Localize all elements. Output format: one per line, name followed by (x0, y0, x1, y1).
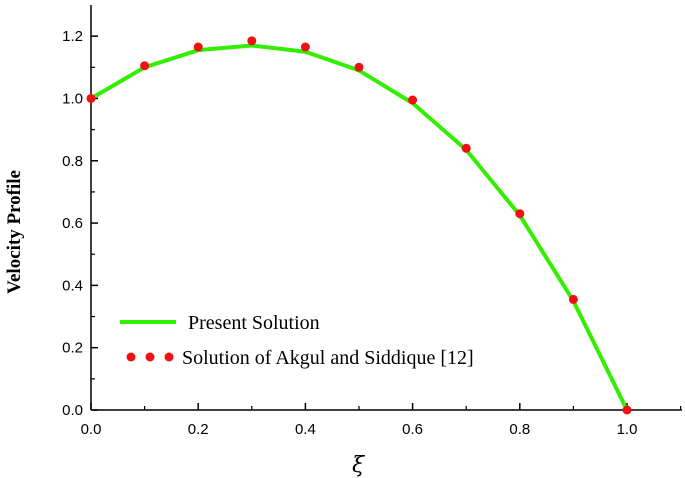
legend-akgul-siddique-label: Solution of Akgul and Siddique [12] (182, 347, 474, 369)
data-point (140, 61, 150, 71)
data-point (247, 36, 257, 46)
data-point (86, 93, 96, 103)
data-point (515, 209, 525, 219)
y-tick-label: 0.6 (62, 215, 83, 232)
data-point (300, 42, 310, 52)
data-point (193, 42, 203, 52)
x-tick-label: 0.6 (402, 421, 423, 438)
y-axis-title: Velocity Profile (4, 170, 25, 294)
x-tick-label: 1.0 (617, 421, 638, 438)
x-tick-label: 0.2 (188, 421, 209, 438)
data-point (461, 143, 471, 153)
x-tick-label: 0.8 (509, 421, 530, 438)
x-axis-title: ξ (352, 453, 366, 478)
legend-marker-dot (126, 352, 136, 362)
x-tick-label: 0.0 (81, 421, 102, 438)
legend-marker-dot (164, 352, 174, 362)
legend-present-solution-label: Present Solution (188, 312, 320, 334)
plot-area: 0.0 0.2 0.4 0.6 0.8 1.0 1.2 0.0 0.2 0.4 0.6 0.8 1.0 (62, 5, 682, 438)
y-ticks: 0.0 0.2 0.4 0.6 0.8 1.0 1.2 (62, 28, 98, 419)
data-point (354, 62, 364, 72)
legend: Present Solution Solution of Akgul and S… (120, 312, 474, 369)
x-tick-label: 0.4 (295, 421, 316, 438)
y-tick-label: 0.2 (62, 340, 83, 357)
y-tick-label: 0.4 (62, 277, 83, 294)
akgul-siddique-markers (86, 36, 632, 415)
data-point (408, 95, 418, 105)
data-point (622, 405, 632, 415)
y-tick-label: 0.8 (62, 153, 83, 170)
y-tick-label: 1.2 (62, 28, 83, 45)
x-ticks: 0.0 0.2 0.4 0.6 0.8 1.0 (81, 403, 682, 438)
data-point (568, 294, 578, 304)
legend-marker-dot (145, 352, 155, 362)
legend-akgul-siddique-swatch (126, 352, 174, 362)
y-tick-label: 0.0 (62, 402, 83, 419)
y-tick-label: 1.0 (62, 90, 83, 107)
